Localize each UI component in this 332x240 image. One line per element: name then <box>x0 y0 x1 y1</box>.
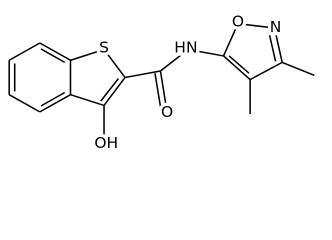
atom-label: OH <box>94 134 118 152</box>
bonds <box>8 22 315 138</box>
atom-label: S <box>99 38 109 56</box>
atom-label: O <box>232 13 244 31</box>
atom-label: N <box>270 18 282 36</box>
atom-label: HN <box>174 38 197 56</box>
structure-diagram: S HN O OH O N <box>8 12 315 152</box>
atom-label: O <box>161 103 173 121</box>
